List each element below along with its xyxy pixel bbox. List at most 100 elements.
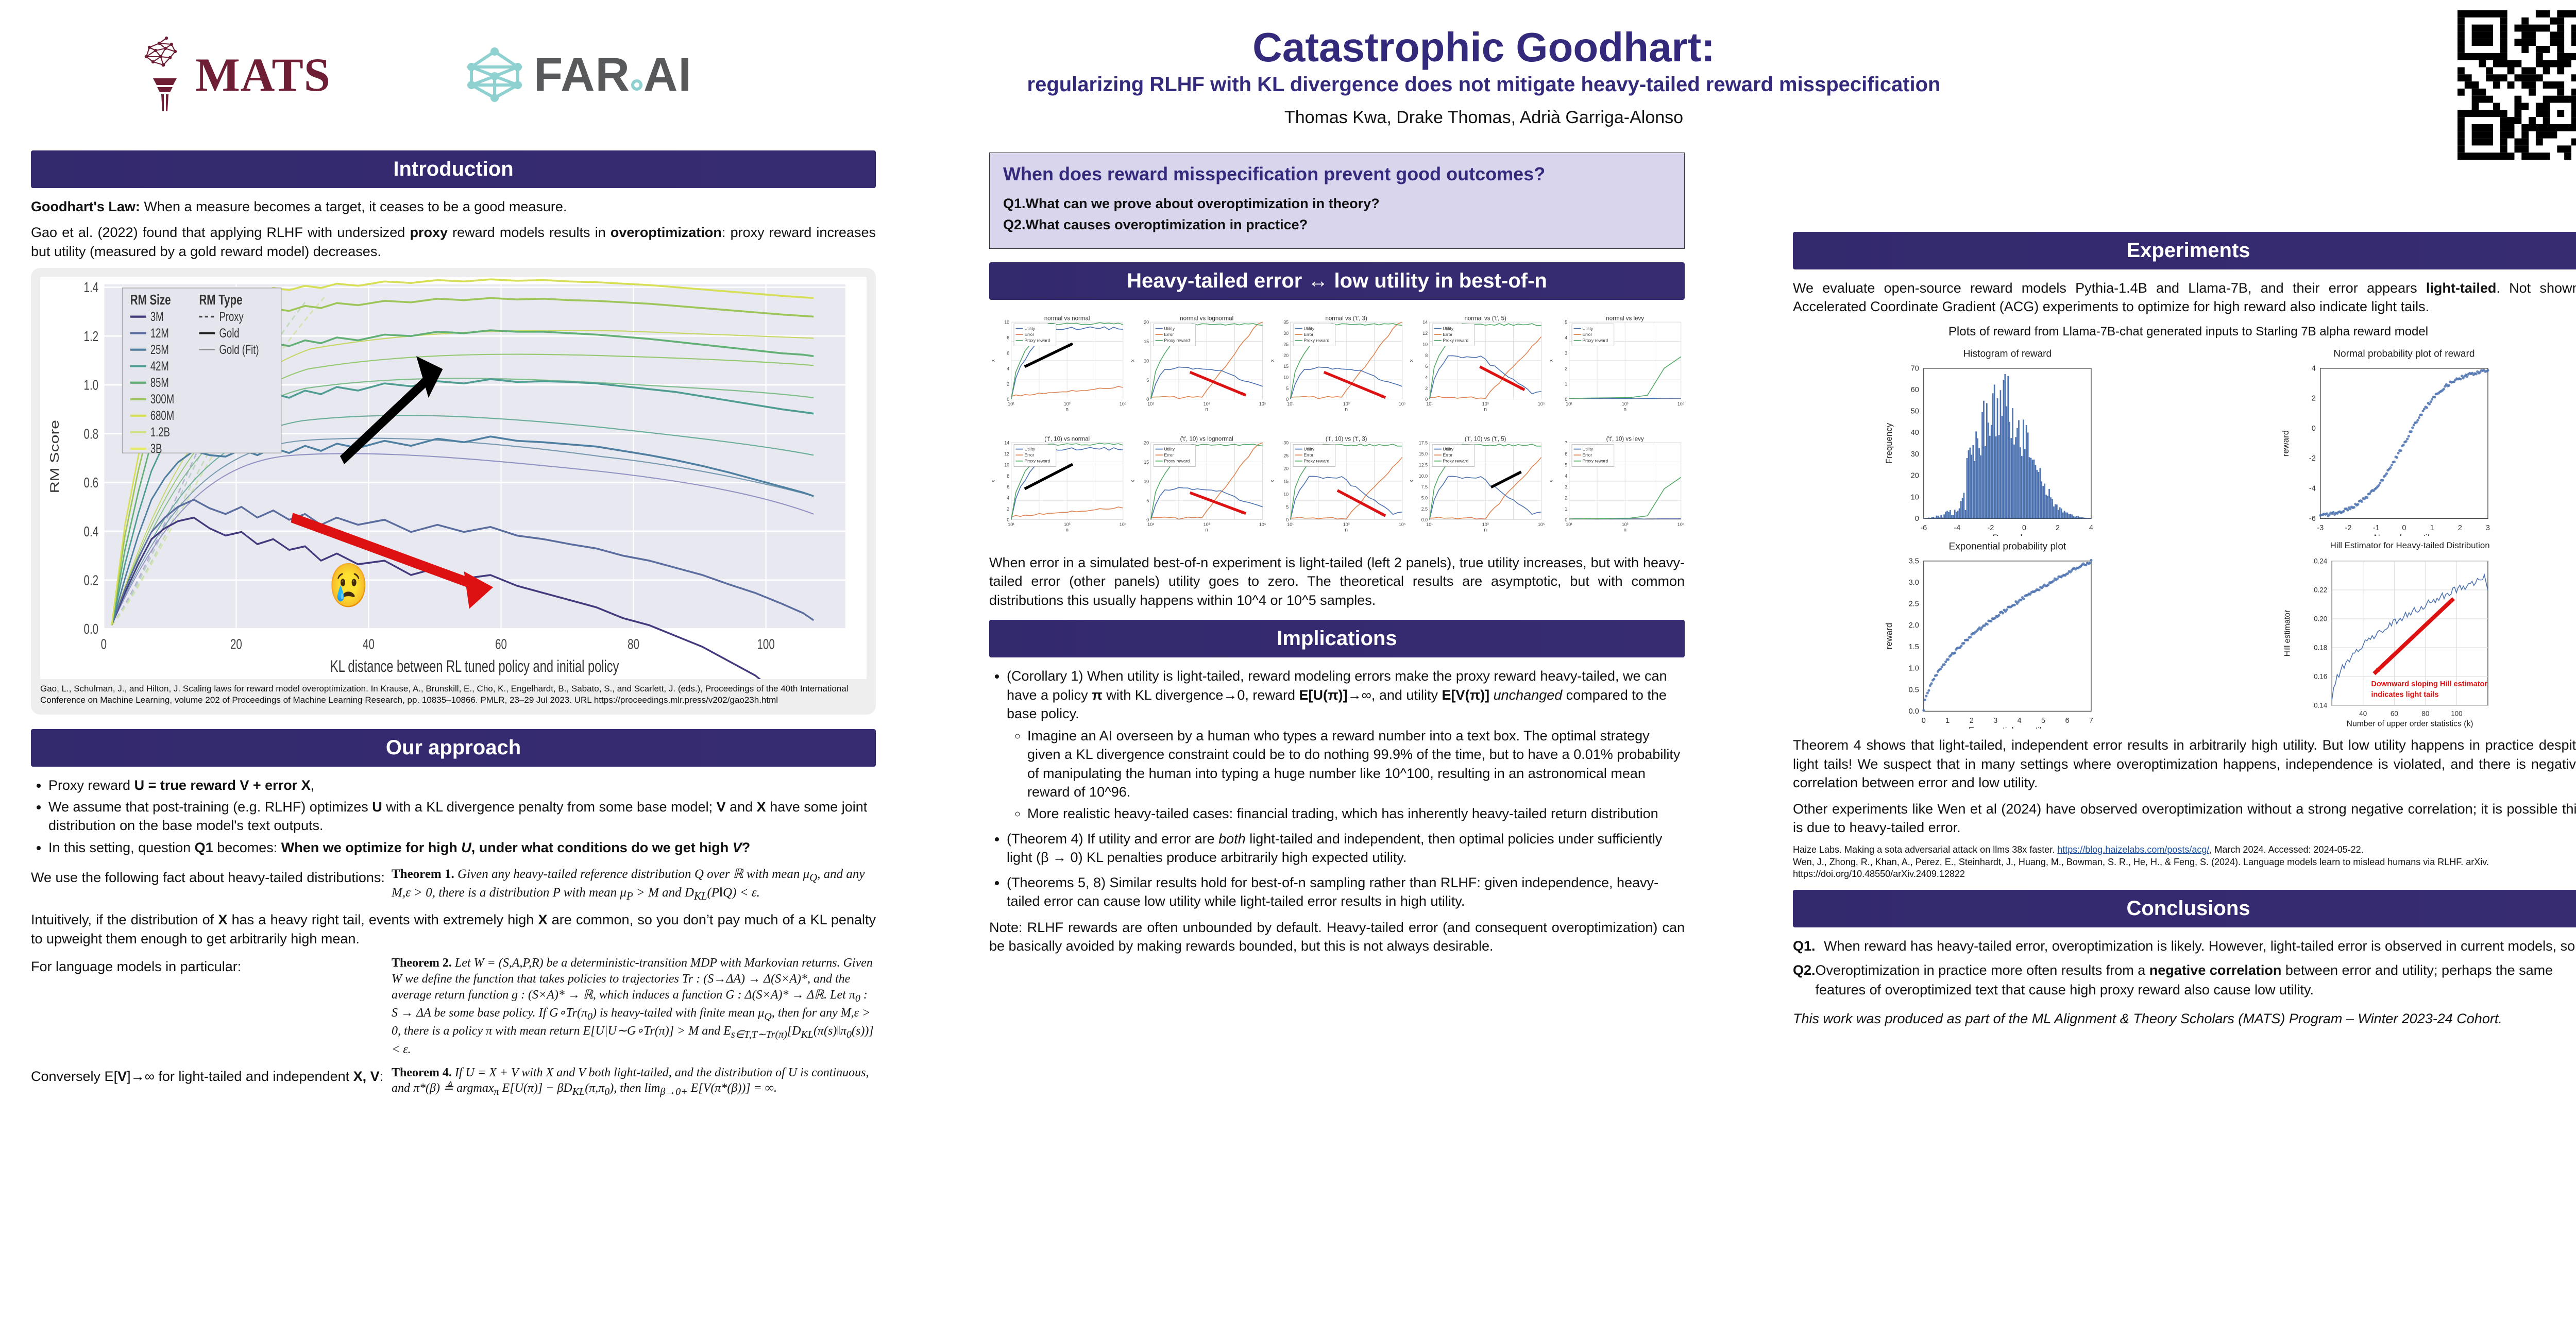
svg-text:40: 40: [363, 637, 375, 653]
svg-text:15: 15: [1283, 364, 1289, 369]
svg-text:10³: 10³: [1204, 522, 1210, 527]
svg-text:15.0: 15.0: [1419, 451, 1428, 456]
svg-text:RM Type: RM Type: [199, 292, 242, 308]
svg-text:n: n: [1205, 407, 1208, 413]
svg-text:300M: 300M: [150, 392, 174, 407]
svg-text:x: x: [991, 359, 996, 362]
svg-text:Number of upper order statisti: Number of upper order statistics (k): [2346, 720, 2473, 729]
svg-text:2.0: 2.0: [1909, 622, 1919, 630]
svg-text:('t', 10) vs ('t', 3): ('t', 10) vs ('t', 3): [1325, 436, 1367, 443]
svg-text:Error: Error: [1303, 332, 1313, 337]
svg-text:RM Size: RM Size: [130, 292, 171, 308]
svg-text:4: 4: [1007, 495, 1009, 500]
svg-text:1.5: 1.5: [1909, 643, 1919, 651]
svg-text:10⁵: 10⁵: [1398, 522, 1405, 527]
svg-text:-4: -4: [2309, 485, 2315, 493]
svg-text:Utility: Utility: [1303, 446, 1314, 451]
svg-text:n: n: [1065, 528, 1068, 533]
svg-text:x: x: [1409, 359, 1415, 362]
svg-text:12: 12: [1004, 451, 1009, 456]
svg-text:60: 60: [2390, 710, 2398, 718]
svg-text:0: 0: [101, 637, 107, 653]
svg-text:0: 0: [2311, 425, 2315, 433]
svg-text:6: 6: [1565, 451, 1567, 456]
svg-text:Hill estimator: Hill estimator: [2283, 610, 2292, 657]
svg-text:n: n: [1345, 407, 1347, 413]
svg-text:10³: 10³: [1204, 401, 1210, 407]
svg-text:15: 15: [1144, 339, 1149, 344]
svg-text:20: 20: [1144, 441, 1149, 446]
svg-text:3: 3: [2485, 524, 2489, 532]
svg-text:('t', 10) vs levy: ('t', 10) vs levy: [1606, 436, 1644, 443]
svg-text:Histogram of reward: Histogram of reward: [1963, 349, 2052, 360]
svg-text:Utility: Utility: [1583, 326, 1594, 331]
svg-text:indicates light tails: indicates light tails: [2371, 691, 2438, 699]
svg-text:2: 2: [1426, 386, 1428, 391]
svg-text:('t', 10) vs lognormal: ('t', 10) vs lognormal: [1180, 436, 1233, 443]
svg-text:Error: Error: [1164, 332, 1174, 337]
svg-text:Error: Error: [1164, 452, 1174, 458]
svg-text:10¹: 10¹: [1287, 401, 1294, 407]
svg-text:6: 6: [1007, 484, 1009, 489]
svg-text:Reward: Reward: [1992, 533, 2022, 536]
svg-text:30: 30: [1911, 450, 1919, 459]
svg-text:Error: Error: [1024, 332, 1034, 337]
svg-text:85M: 85M: [150, 376, 169, 390]
svg-text:60: 60: [495, 637, 507, 653]
svg-text:10⁵: 10⁵: [1259, 401, 1266, 407]
svg-text:6: 6: [2065, 717, 2069, 725]
svg-text:0: 0: [1915, 515, 1919, 523]
svg-text:10¹: 10¹: [1008, 401, 1014, 407]
svg-text:0.0: 0.0: [1909, 707, 1919, 716]
svg-text:Error: Error: [1583, 452, 1592, 458]
svg-text:80: 80: [2421, 710, 2429, 718]
svg-text:8: 8: [1007, 335, 1009, 341]
svg-text:5: 5: [2041, 717, 2045, 725]
svg-text:10¹: 10¹: [1008, 522, 1014, 527]
svg-text:-3: -3: [2317, 524, 2324, 532]
svg-text:Proxy reward: Proxy reward: [1583, 458, 1608, 463]
svg-text:Normal probability plot of rew: Normal probability plot of reward: [2333, 349, 2475, 360]
svg-text:Proxy: Proxy: [219, 310, 244, 324]
svg-text:0.6: 0.6: [84, 476, 99, 492]
svg-text:10: 10: [1423, 342, 1428, 347]
svg-text:3: 3: [1565, 484, 1567, 489]
svg-text:10¹: 10¹: [1147, 522, 1154, 527]
svg-text:10¹: 10¹: [1287, 522, 1294, 527]
svg-text:3.0: 3.0: [1909, 579, 1919, 587]
svg-text:4: 4: [1565, 474, 1567, 479]
svg-text:4: 4: [1007, 366, 1009, 371]
svg-text:100: 100: [2451, 710, 2462, 718]
svg-text:12: 12: [1423, 331, 1428, 336]
svg-text:😢: 😢: [329, 562, 368, 610]
svg-text:0: 0: [2022, 524, 2026, 532]
svg-text:0.4: 0.4: [84, 524, 99, 540]
svg-text:0.20: 0.20: [2314, 615, 2327, 623]
svg-text:-1: -1: [2372, 524, 2379, 532]
svg-text:10¹: 10¹: [1427, 522, 1433, 527]
svg-text:-2: -2: [2345, 524, 2351, 532]
svg-text:n: n: [1484, 528, 1487, 533]
svg-text:10³: 10³: [1622, 522, 1629, 527]
svg-text:10¹: 10¹: [1566, 522, 1572, 527]
svg-text:10³: 10³: [1343, 522, 1349, 527]
svg-text:1: 1: [2430, 524, 2434, 532]
svg-text:5: 5: [1565, 320, 1567, 325]
svg-text:20: 20: [1283, 466, 1289, 471]
svg-text:10⁵: 10⁵: [1677, 401, 1685, 407]
svg-text:Hill Estimator for Heavy-taile: Hill Estimator for Heavy-tailed Distribu…: [2330, 540, 2489, 550]
svg-text:x: x: [1269, 480, 1275, 482]
svg-text:Utility: Utility: [1164, 326, 1175, 331]
svg-text:10.0: 10.0: [1419, 474, 1428, 479]
svg-text:2: 2: [1970, 717, 1974, 725]
svg-text:5: 5: [1565, 462, 1567, 467]
svg-text:normal vs normal: normal vs normal: [1044, 316, 1090, 322]
svg-text:Utility: Utility: [1443, 446, 1454, 451]
svg-text:6: 6: [1007, 350, 1009, 356]
svg-text:Proxy reward: Proxy reward: [1303, 458, 1329, 463]
svg-text:3: 3: [1993, 717, 1997, 725]
svg-text:Proxy reward: Proxy reward: [1024, 458, 1050, 463]
svg-text:Utility: Utility: [1303, 326, 1314, 331]
svg-text:-6: -6: [1920, 524, 1927, 532]
svg-text:normal vs ('t', 5): normal vs ('t', 5): [1465, 316, 1507, 322]
